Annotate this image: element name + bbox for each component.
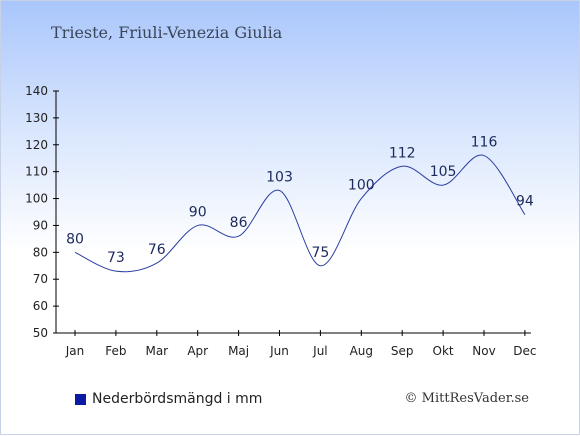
data-label: 73 [107, 250, 125, 266]
x-tick-label: Mar [145, 344, 168, 358]
y-tick-label: 130 [25, 111, 48, 125]
legend: Nederbördsmängd i mm [75, 391, 262, 407]
data-label: 100 [348, 178, 375, 194]
chart-title: Trieste, Friuli-Venezia Giulia [51, 23, 283, 42]
y-tick-label: 60 [33, 299, 48, 313]
series-line [74, 154, 526, 273]
x-tick-label: Sep [391, 344, 414, 358]
data-label: 75 [311, 245, 329, 261]
data-label: 94 [516, 194, 534, 210]
y-tick-label: 70 [33, 272, 48, 286]
data-label: 80 [66, 231, 84, 247]
axes: 50 60 70 80 90 100 110 120 130 140 Jan Feb Mar Apr Maj… [25, 84, 536, 358]
legend-swatch [75, 393, 86, 405]
x-tick-label: Nov [472, 344, 495, 358]
data-label: 105 [430, 164, 457, 180]
data-label: 116 [471, 135, 498, 151]
x-tick-label: Okt [433, 344, 454, 358]
data-label: 86 [230, 215, 248, 231]
data-label: 103 [266, 169, 293, 185]
copyright-credit: © MittResVader.se [404, 391, 529, 406]
x-tick-label: Aug [350, 344, 373, 358]
y-tick-label: 50 [33, 326, 48, 340]
data-label: 76 [148, 242, 166, 258]
x-tick-label: Jun [269, 344, 289, 358]
y-tick-label: 80 [33, 245, 48, 259]
y-tick-label: 100 [25, 192, 48, 206]
x-tick-label: Dec [513, 344, 536, 358]
data-labels: 80 73 76 90 86 103 75 100 112 105 116 94 [66, 135, 534, 267]
y-tick-label: 140 [25, 84, 48, 98]
x-tick-label: Apr [187, 344, 208, 358]
x-tick-label: Jan [65, 344, 85, 358]
y-tick-label: 120 [25, 138, 48, 152]
legend-label: Nederbördsmängd i mm [92, 391, 263, 407]
x-tick-label: Feb [105, 344, 126, 358]
data-label: 90 [189, 204, 207, 220]
y-tick-label: 90 [33, 218, 48, 232]
x-tick-label: Jul [312, 344, 327, 358]
data-label: 112 [389, 145, 416, 161]
y-tick-label: 110 [25, 165, 48, 179]
x-tick-label: Maj [228, 344, 249, 358]
